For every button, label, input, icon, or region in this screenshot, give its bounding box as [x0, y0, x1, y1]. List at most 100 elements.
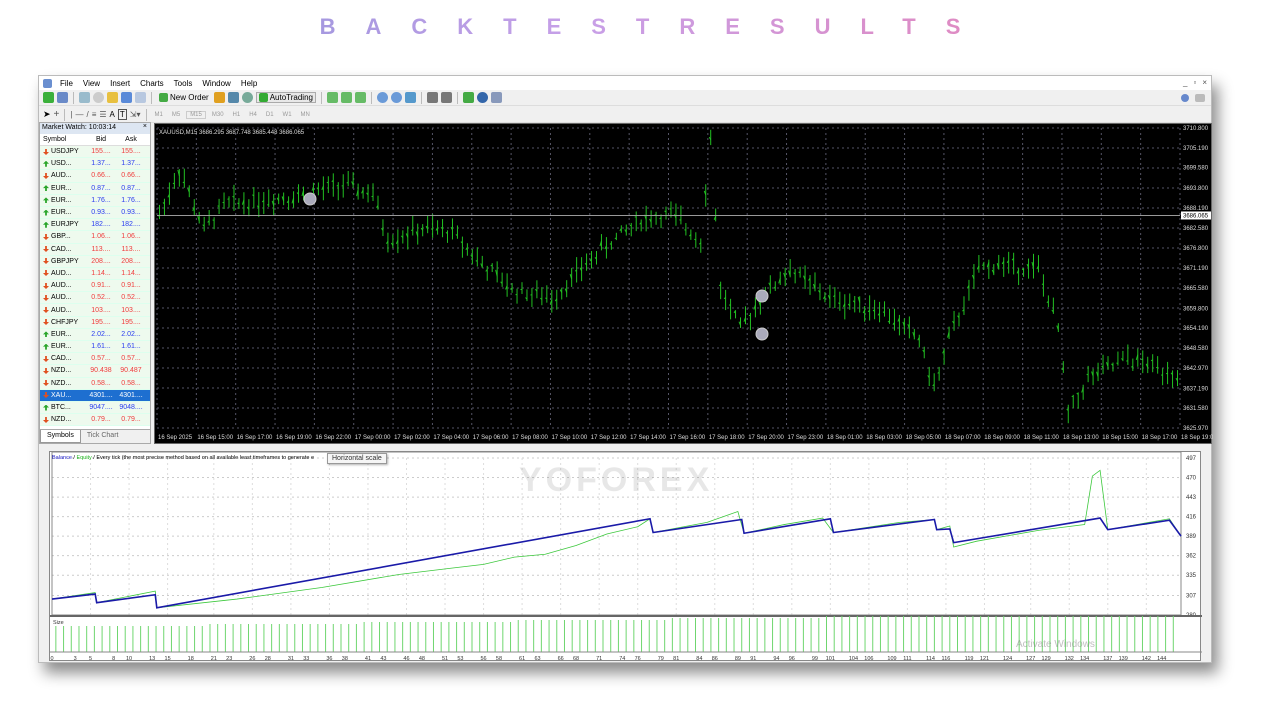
timeframe-d1[interactable]: D1: [265, 111, 274, 118]
menu-window[interactable]: Window: [202, 78, 231, 88]
market-watch-row[interactable]: EURJPY 182.... 182....: [40, 219, 150, 232]
crosshair-icon[interactable]: +: [53, 109, 60, 120]
market-watch-row[interactable]: AUD... 0.66... 0.66...: [40, 170, 150, 183]
candle-open-tick: [172, 182, 175, 185]
market-watch-icon[interactable]: [79, 92, 90, 103]
menu-help[interactable]: Help: [240, 78, 258, 88]
candle-open-tick: [813, 283, 816, 290]
arrows-icon[interactable]: ⇲▾: [129, 110, 141, 119]
text-label-icon[interactable]: T: [117, 109, 127, 120]
timeframe-m15[interactable]: M15: [186, 110, 206, 119]
timeframe-m5[interactable]: M5: [171, 111, 181, 118]
market-watch-row[interactable]: XAU... 4301.... 4301....: [40, 389, 150, 402]
symbol-cell: NZD...: [40, 367, 86, 374]
market-watch-row[interactable]: CAD... 113.... 113....: [40, 243, 150, 256]
vertical-line-icon[interactable]: |: [70, 110, 73, 119]
timeframe-m1[interactable]: M1: [154, 111, 163, 118]
minimize-button[interactable]: _: [1183, 78, 1188, 87]
indicators-icon[interactable]: [462, 92, 474, 103]
chart-shift-icon[interactable]: [426, 92, 438, 103]
market-watch-row[interactable]: BTC... 9047.... 9048....: [40, 401, 150, 415]
column-bid[interactable]: Bid: [95, 136, 107, 143]
bar-chart-icon[interactable]: [326, 92, 338, 103]
fibonacci-icon[interactable]: ☰: [99, 110, 107, 119]
menu-file[interactable]: File: [60, 78, 73, 88]
bid-cell: 155....: [91, 148, 111, 156]
candlestick-icon[interactable]: [340, 92, 352, 103]
timeframe-m30[interactable]: M30: [211, 111, 224, 118]
market-watch-row[interactable]: EUR... 0.93... 0.93...: [40, 206, 150, 220]
bid-cell: 1.06...: [91, 233, 111, 241]
channel-icon[interactable]: ≡: [91, 110, 97, 119]
zoom-in-icon[interactable]: [376, 92, 388, 103]
candle-open-tick: [619, 228, 622, 232]
candle-open-tick: [435, 227, 439, 231]
market-watch-row[interactable]: CHFJPY 195.... 195....: [40, 316, 150, 329]
cursor-icon[interactable]: ➤: [43, 109, 51, 119]
autotrading-button[interactable]: AutoTrading: [255, 92, 316, 103]
market-watch-row[interactable]: GBP... 1.06... 1.06...: [40, 231, 150, 244]
close-button[interactable]: ×: [1202, 78, 1207, 87]
candle-open-tick: [425, 225, 429, 230]
market-icon[interactable]: [241, 92, 253, 103]
market-watch-row[interactable]: GBPJPY 208.... 208....: [40, 255, 150, 268]
restore-button[interactable]: ▫: [1193, 78, 1197, 87]
candle-open-tick: [356, 189, 359, 197]
candle-open-tick: [823, 296, 826, 300]
tab-tick-chart[interactable]: Tick Chart: [86, 432, 119, 439]
market-watch-row[interactable]: EUR... 0.87... 0.87...: [40, 182, 150, 195]
timeframe-mn[interactable]: MN: [300, 111, 310, 118]
data-window-icon[interactable]: [93, 92, 104, 103]
tester-graph[interactable]: 4974704434163893623353072800358101315182…: [49, 451, 1202, 662]
line-chart-icon[interactable]: [354, 92, 366, 103]
new-order-button[interactable]: New Order: [157, 93, 211, 102]
market-watch-row[interactable]: USDJPY 155.... 155....: [40, 146, 150, 159]
market-watch-row[interactable]: NZD... 0.58... 0.58...: [40, 377, 150, 390]
terminal-icon[interactable]: [121, 92, 132, 103]
column-symbol[interactable]: Symbol: [43, 136, 67, 143]
text-tool-icon[interactable]: A: [109, 110, 115, 119]
periods-icon[interactable]: [476, 92, 488, 103]
column-ask[interactable]: Ask: [125, 136, 137, 143]
market-watch-row[interactable]: AUD... 0.91... 0.91...: [40, 280, 150, 293]
profiles-icon[interactable]: [57, 92, 68, 103]
price-chart[interactable]: XAUUSD,M15 3686.295 3687.748 3685.448 36…: [154, 123, 1217, 444]
tile-windows-icon[interactable]: [404, 92, 416, 103]
menu-view[interactable]: View: [82, 78, 101, 88]
market-watch-row[interactable]: AUD... 0.52... 0.52...: [40, 292, 150, 305]
market-watch-row[interactable]: NZD... 0.79... 0.79...: [40, 414, 150, 427]
ask-cell: 4301....: [119, 391, 143, 399]
templates-icon[interactable]: [490, 92, 502, 103]
menu-insert[interactable]: Insert: [110, 78, 131, 88]
market-watch-row[interactable]: EUR... 1.61... 1.61...: [40, 341, 150, 354]
new-chart-icon[interactable]: [43, 92, 54, 103]
market-watch-row[interactable]: AUD... 103.... 103....: [40, 304, 150, 317]
zoom-out-icon[interactable]: [390, 92, 402, 103]
timeframe-h4[interactable]: H4: [249, 111, 257, 118]
metaeditor-icon[interactable]: [213, 92, 225, 103]
market-watch-row[interactable]: EUR... 2.02... 2.02...: [40, 328, 150, 341]
menu-charts[interactable]: Charts: [140, 78, 164, 88]
navigator-icon[interactable]: [107, 92, 118, 103]
signals-icon[interactable]: [227, 92, 239, 103]
horizontal-line-icon[interactable]: —: [75, 110, 84, 119]
time-tick-label: 17 Sep 00:00: [355, 435, 391, 441]
market-watch-row[interactable]: USD... 1.37... 1.37...: [40, 158, 150, 171]
price-tick-label: 3642.970: [1183, 366, 1209, 372]
close-icon[interactable]: ×: [142, 123, 147, 130]
timeframe-h1[interactable]: H1: [232, 111, 241, 118]
candle-open-tick: [1140, 358, 1144, 361]
market-watch-row[interactable]: CAD... 0.57... 0.57...: [40, 353, 150, 366]
market-watch-row[interactable]: NZD... 90.438 90.487: [40, 365, 150, 378]
timeframe-w1[interactable]: W1: [282, 111, 292, 118]
market-watch-row[interactable]: EUR... 1.76... 1.76...: [40, 194, 150, 207]
menu-tools[interactable]: Tools: [173, 78, 193, 88]
market-watch-row[interactable]: AUD... 1.14... 1.14...: [40, 267, 150, 281]
search-icon[interactable]: [1181, 93, 1189, 102]
trendline-icon[interactable]: /: [86, 110, 89, 119]
tab-symbols[interactable]: Symbols: [40, 430, 81, 443]
legend-balance: Balance: [52, 455, 72, 461]
chat-icon[interactable]: [1195, 93, 1205, 102]
strategy-tester-icon[interactable]: [135, 92, 146, 103]
autoscroll-icon[interactable]: [440, 92, 452, 103]
